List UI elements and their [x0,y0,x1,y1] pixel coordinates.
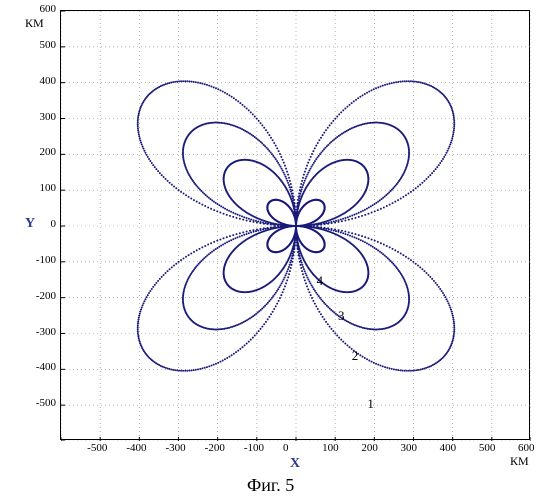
y-tick-label: 100 [28,182,56,194]
x-tick-label: -300 [166,442,186,454]
x-tick-label: -400 [126,442,146,454]
figure-container: { "layout": { "width": 553, "height": 50… [0,0,553,500]
y-tick-label: 200 [28,146,56,158]
x-tick-label: -500 [87,442,107,454]
lobe-label: 1 [367,396,374,412]
y-tick-label: 400 [28,75,56,87]
y-tick-label: -100 [28,254,56,266]
y-tick-label: 500 [28,39,56,51]
y-tick-label: 300 [28,111,56,123]
y-tick-label: -300 [28,326,56,338]
x-tick-label: -200 [205,442,225,454]
x-tick-label: 100 [322,442,339,454]
plot-svg [61,11,531,441]
figure-caption: Фиг. 5 [247,475,294,496]
x-tick-label: 0 [283,442,289,454]
x-tick-label: 600 [518,442,535,454]
y-tick-label: -500 [28,397,56,409]
x-axis-name: X [290,456,300,472]
km-label-top-left: КМ [25,16,44,31]
x-tick-label: 300 [401,442,418,454]
lobe-label: 4 [316,273,323,289]
x-tick-label: 400 [440,442,457,454]
x-tick-label: 500 [479,442,496,454]
y-tick-label: -200 [28,290,56,302]
lobe-label: 3 [338,308,345,324]
x-tick-label: -100 [244,442,264,454]
y-tick-label: -400 [28,361,56,373]
y-tick-label: 600 [28,3,56,15]
y-tick-label: 0 [28,218,56,230]
lobe-label: 2 [352,348,359,364]
x-tick-label: 200 [361,442,378,454]
km-label-bottom-right: КМ [510,454,529,469]
plot-area [60,10,530,440]
